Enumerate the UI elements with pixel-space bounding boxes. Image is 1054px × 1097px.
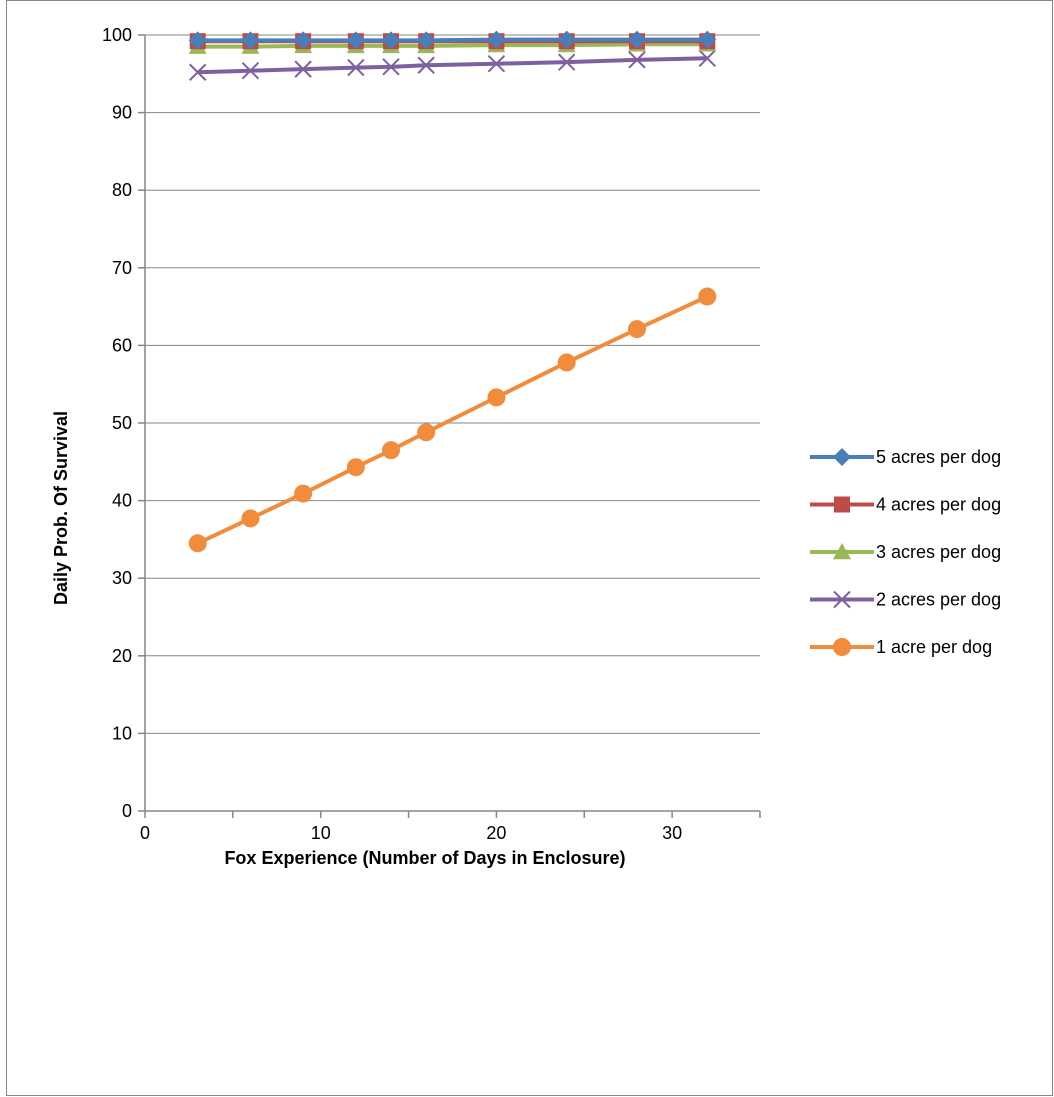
y-tick-label: 80 bbox=[112, 180, 132, 200]
series-line-2 bbox=[197, 42, 708, 49]
series-line-4 bbox=[196, 294, 709, 546]
legend-marker bbox=[833, 590, 851, 609]
data-point bbox=[417, 31, 436, 50]
data-point bbox=[346, 31, 365, 50]
data-point bbox=[241, 31, 260, 50]
legend-item-0: 5 acres per dog bbox=[810, 447, 1001, 467]
legend-item-1: 4 acres per dog bbox=[810, 495, 1001, 515]
data-point bbox=[294, 31, 313, 50]
data-point bbox=[417, 56, 435, 74]
data-point bbox=[628, 30, 646, 49]
data-point bbox=[698, 287, 717, 306]
legend-label: 4 acres per dog bbox=[876, 495, 1001, 515]
y-tick-label: 90 bbox=[112, 103, 132, 123]
series-line-0 bbox=[197, 37, 708, 43]
data-point bbox=[628, 51, 646, 69]
y-tick-label: 70 bbox=[112, 258, 132, 278]
legend-label: 3 acres per dog bbox=[876, 542, 1001, 562]
data-point bbox=[417, 423, 436, 442]
data-point bbox=[382, 31, 400, 50]
series-4 bbox=[188, 287, 717, 553]
legend-item-3: 2 acres per dog bbox=[810, 590, 1001, 610]
x-axis-title: Fox Experience (Number of Days in Enclos… bbox=[224, 848, 625, 868]
y-tick-label: 10 bbox=[112, 723, 132, 743]
x-tick-label: 30 bbox=[662, 823, 682, 843]
data-point bbox=[698, 30, 717, 49]
y-axis-title: Daily Prob. Of Survival bbox=[51, 411, 71, 605]
y-tick-label: 100 bbox=[102, 25, 132, 45]
data-point bbox=[188, 534, 207, 553]
series-layer bbox=[188, 30, 717, 553]
data-point bbox=[487, 388, 506, 407]
data-point bbox=[487, 30, 506, 49]
y-tick-label: 30 bbox=[112, 568, 132, 588]
legend-label: 5 acres per dog bbox=[876, 447, 1001, 467]
data-point bbox=[698, 49, 716, 67]
legend-label: 2 acres per dog bbox=[876, 590, 1001, 610]
data-point bbox=[557, 30, 576, 49]
data-point bbox=[487, 55, 506, 73]
data-point bbox=[558, 53, 576, 71]
series-line-3 bbox=[197, 56, 708, 75]
y-tick-label: 40 bbox=[112, 491, 132, 511]
data-point bbox=[347, 58, 365, 77]
y-ticks: 0 10 20 30 40 50 60 70 80 90 100 bbox=[102, 25, 145, 821]
series-3 bbox=[189, 49, 716, 81]
x-ticks: 0 10 20 30 bbox=[140, 811, 761, 843]
y-tick-label: 0 bbox=[122, 801, 132, 821]
y-tick-label: 50 bbox=[112, 413, 132, 433]
data-point bbox=[346, 458, 365, 477]
legend-marker bbox=[833, 543, 851, 560]
data-point bbox=[188, 31, 207, 50]
chart-border bbox=[6, 0, 1053, 1096]
x-tick-label: 10 bbox=[311, 823, 331, 843]
data-point bbox=[189, 63, 207, 81]
y-tick-label: 20 bbox=[112, 646, 132, 666]
data-point bbox=[557, 353, 576, 372]
legend-marker bbox=[833, 448, 851, 466]
x-tick-label: 20 bbox=[486, 823, 506, 843]
data-point bbox=[382, 441, 400, 460]
data-point bbox=[241, 509, 260, 528]
legend-item-4: 1 acre per dog bbox=[810, 637, 992, 657]
legend-label: 1 acre per dog bbox=[876, 637, 992, 657]
data-point bbox=[241, 61, 260, 80]
legend-marker bbox=[833, 638, 851, 656]
data-point bbox=[628, 320, 646, 339]
data-point bbox=[294, 60, 312, 78]
legend: 5 acres per dog 4 acres per dog 3 acres pe… bbox=[810, 447, 1001, 657]
y-tick-label: 60 bbox=[112, 335, 132, 355]
data-point bbox=[382, 58, 400, 76]
data-point bbox=[294, 484, 313, 503]
x-tick-label: 0 bbox=[140, 823, 150, 843]
legend-item-2: 3 acres per dog bbox=[810, 542, 1001, 562]
series-0 bbox=[188, 30, 717, 50]
legend-marker bbox=[834, 496, 850, 513]
